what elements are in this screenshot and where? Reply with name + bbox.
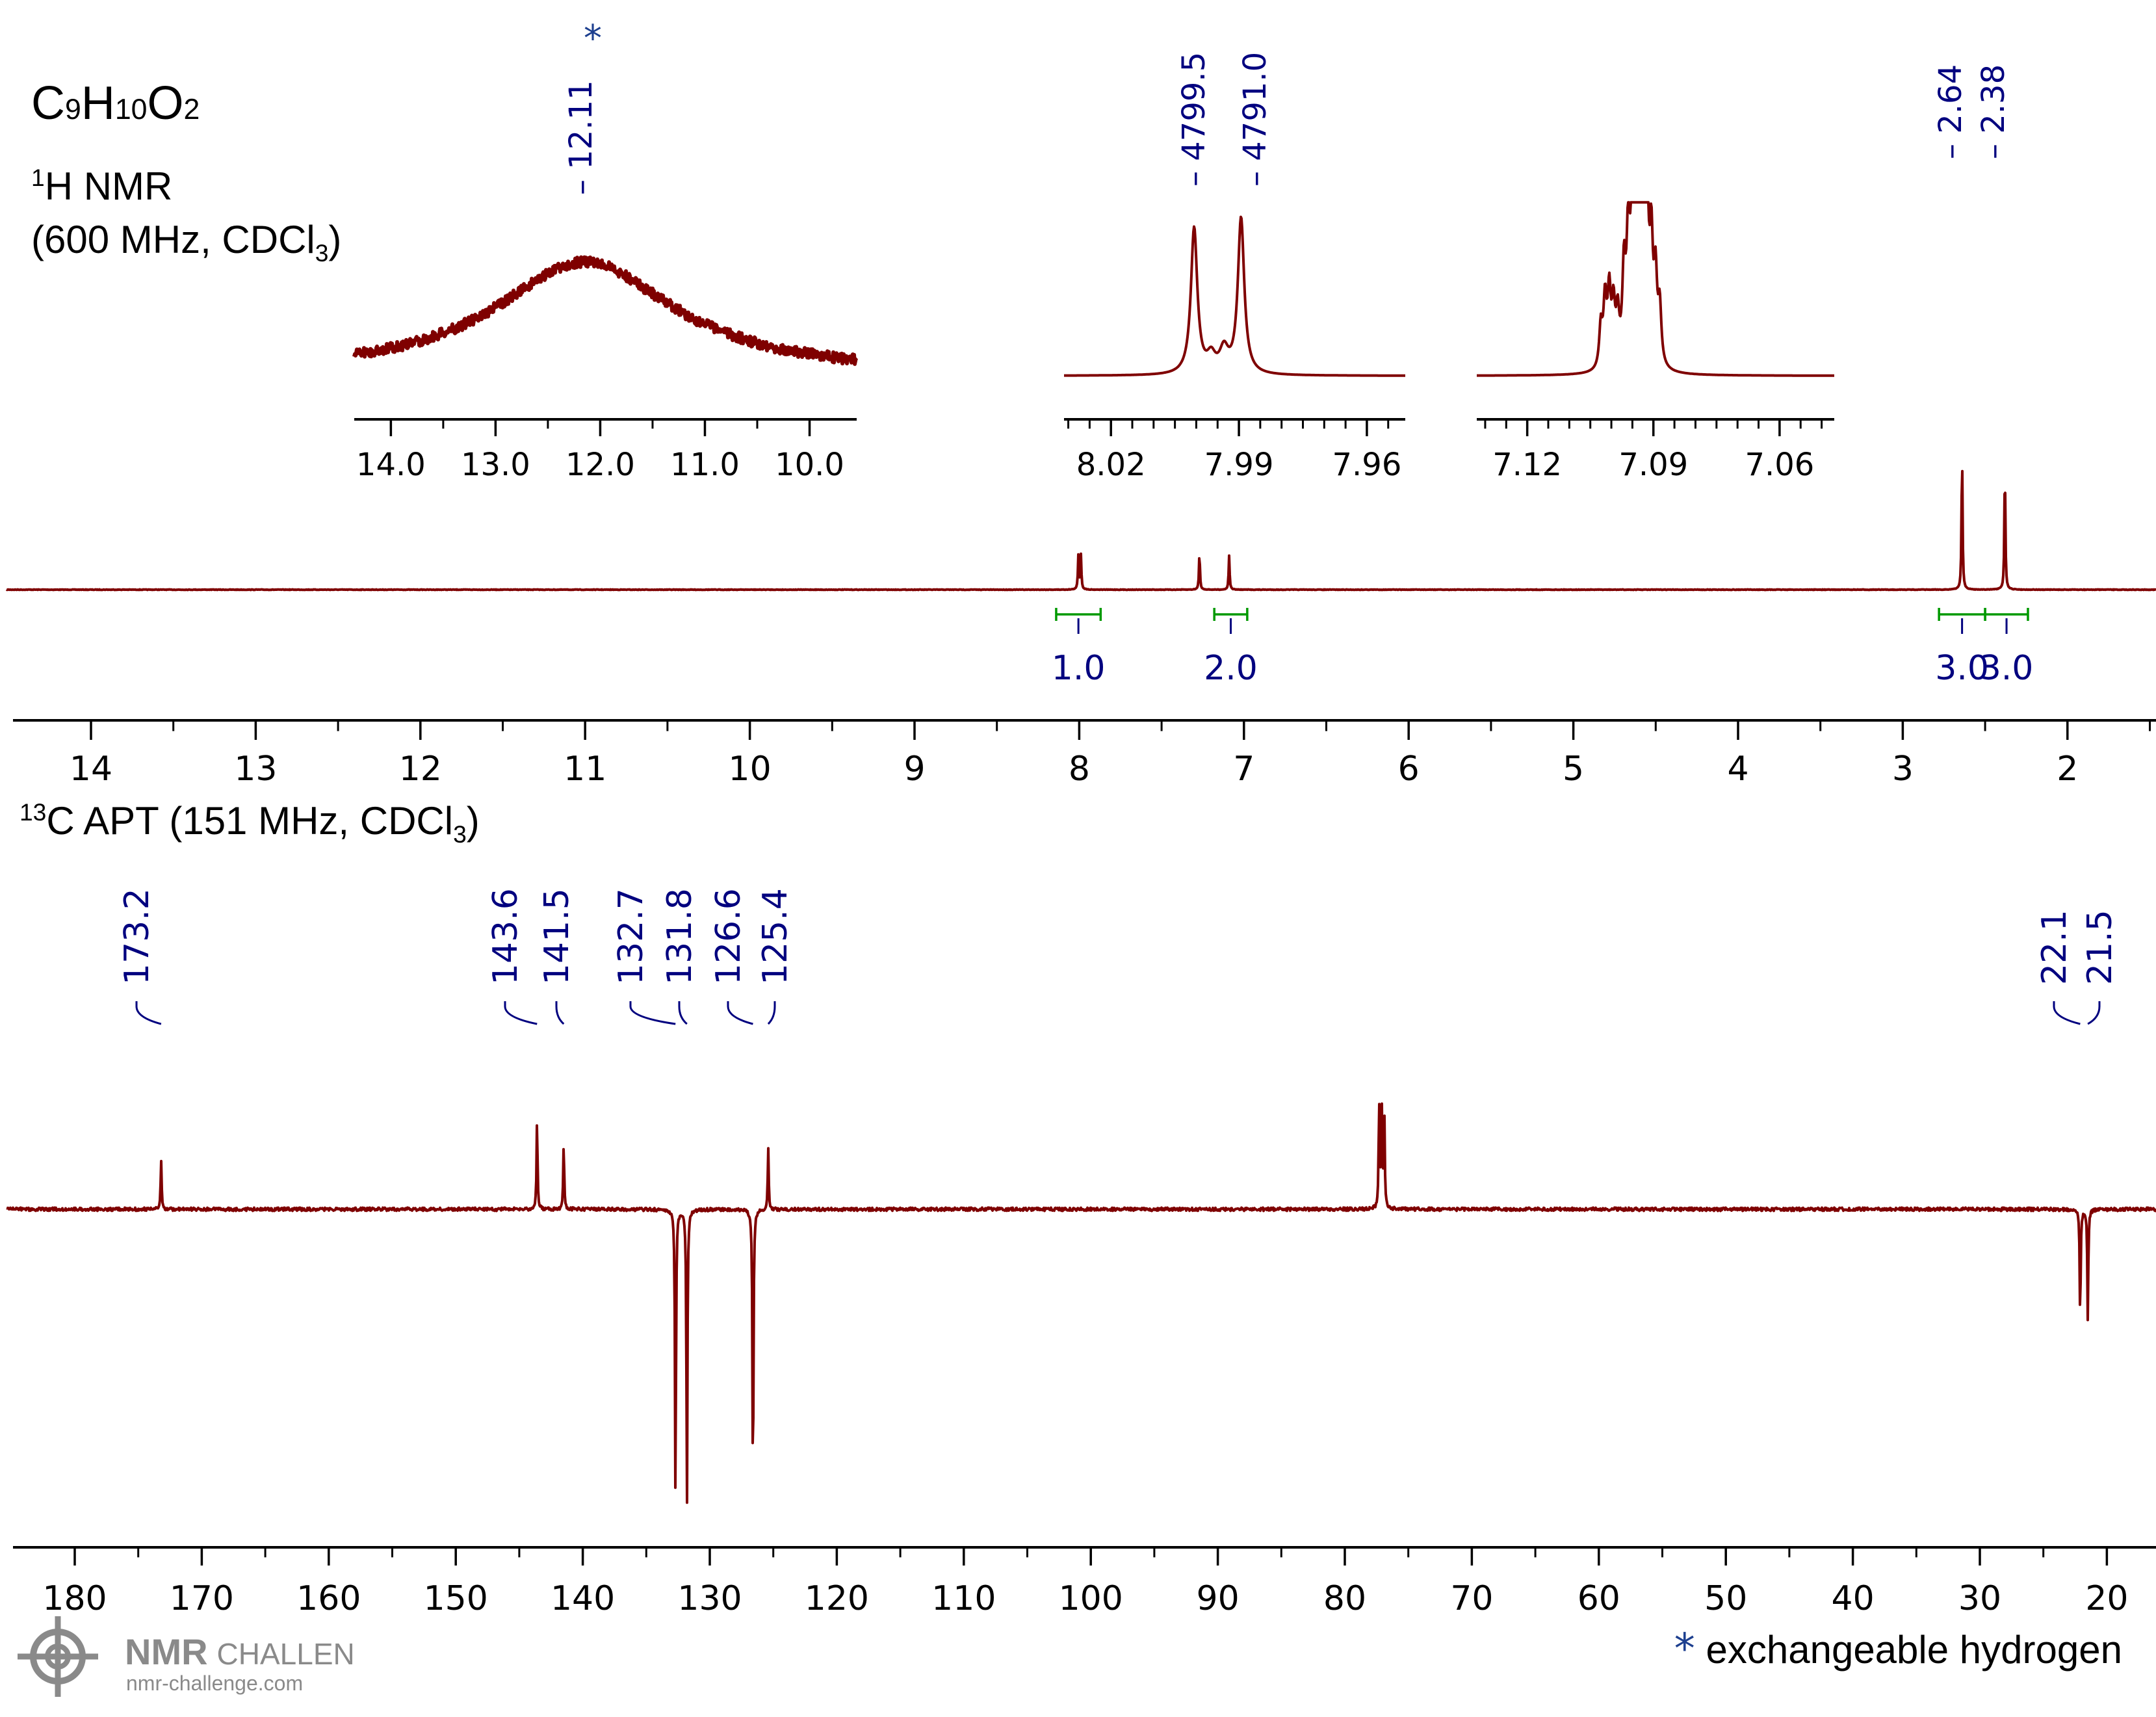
h-nmr-conditions: (600 MHz, CDCl3) xyxy=(31,218,342,267)
c13-label-connector xyxy=(135,1001,162,1025)
c13-label-connector xyxy=(678,1001,688,1025)
c13-peak-label: 141.5 xyxy=(538,888,577,985)
c13-tick-label: 120 xyxy=(805,1579,869,1618)
inset1-tick-label: 12.0 xyxy=(565,447,635,483)
c13-tick-label: 70 xyxy=(1450,1579,1493,1618)
c13-label-connector xyxy=(629,1001,676,1025)
inset1-tick-label: 14.0 xyxy=(356,447,426,483)
c13-label-connector xyxy=(555,1001,565,1025)
h1-peak-label-4791-0: – 4791.0 xyxy=(1237,52,1273,187)
c13-spectrum-line xyxy=(6,1102,2156,1504)
c13-peak-label: 143.6 xyxy=(486,888,525,985)
inset2-tick-label: 7.96 xyxy=(1332,447,1402,483)
c13-tick-label: 100 xyxy=(1059,1579,1123,1618)
h1-spectrum-line xyxy=(5,469,2156,592)
integral-value: 2.0 xyxy=(1204,649,1258,688)
inset3-tick-label: 7.09 xyxy=(1618,447,1688,483)
h1-tick-label: 13 xyxy=(234,750,277,789)
h1-tick-label: 10 xyxy=(729,750,772,789)
c13-tick-label: 30 xyxy=(1958,1579,2001,1618)
h-nmr-title: 1H NMR xyxy=(31,164,173,208)
c13-tick-label: 20 xyxy=(2085,1579,2128,1618)
inset1-spectrum-line xyxy=(352,255,859,366)
inset2-tick-label: 8.02 xyxy=(1076,447,1146,483)
inset1-tick-label: 10.0 xyxy=(775,447,844,483)
h1-tick-label: 8 xyxy=(1069,750,1090,789)
inset1-tick-label: 13.0 xyxy=(461,447,530,483)
c13-label-connector xyxy=(504,1001,538,1025)
h1-tick-label: 4 xyxy=(1727,750,1748,789)
c13-label-connector xyxy=(767,1001,776,1025)
h1-peak-label-2-38: – 2.38 xyxy=(1975,64,2012,159)
h1-tick-label: 12 xyxy=(399,750,442,789)
nmr-challenge-logo: NMRCHALLENGE nmr-challenge.com xyxy=(18,1616,352,1697)
c13-tick-label: 150 xyxy=(424,1579,488,1618)
h1-tick-label: 6 xyxy=(1398,750,1420,789)
inset2-tick-label: 7.99 xyxy=(1204,447,1274,483)
logo-name: NMRCHALLENGE xyxy=(125,1631,352,1672)
c13-peak-label: 132.7 xyxy=(612,888,651,985)
integral-value: 1.0 xyxy=(1052,649,1106,688)
c13-tick-label: 160 xyxy=(296,1579,361,1618)
inset1-tick-label: 11.0 xyxy=(670,447,740,483)
h1-tick-label: 14 xyxy=(70,750,112,789)
logo-url: nmr-challenge.com xyxy=(126,1671,303,1695)
c13-label-connector xyxy=(2087,1001,2101,1025)
c13-label-connector xyxy=(727,1001,753,1025)
c13-tick-label: 90 xyxy=(1197,1579,1240,1618)
c13-peak-label: 131.8 xyxy=(660,888,699,985)
inset2-spectrum-line xyxy=(1063,215,1406,377)
exchangeable-asterisk-icon: * xyxy=(584,18,602,60)
crosshair-icon xyxy=(18,1616,98,1697)
c13-tick-label: 170 xyxy=(170,1579,234,1618)
integral-value: 3.0 xyxy=(1935,649,1989,688)
h1-peak-label-4799-5: – 4799.5 xyxy=(1176,52,1212,187)
inset3-spectrum-line xyxy=(1476,201,1835,377)
c13-peak-label: 21.5 xyxy=(2081,910,2120,985)
h1-peak-label-12-11: – 12.11 xyxy=(563,80,599,195)
c13-peak-label: 126.6 xyxy=(709,888,748,985)
c13-tick-label: 40 xyxy=(1832,1579,1875,1618)
h1-tick-label: 11 xyxy=(564,750,606,789)
c13-tick-label: 50 xyxy=(1704,1579,1747,1618)
c13-tick-label: 140 xyxy=(551,1579,615,1618)
c13-tick-label: 60 xyxy=(1578,1579,1620,1618)
h1-peak-label-2-64: – 2.64 xyxy=(1932,64,1969,159)
footnote-text: exchangeable hydrogen xyxy=(1706,1628,2122,1671)
c13-tick-label: 130 xyxy=(677,1579,742,1618)
molecular-formula: C9H10O2 xyxy=(31,77,200,129)
exchangeable-footnote: * exchangeable hydrogen xyxy=(1674,1625,2122,1673)
c13-tick-label: 110 xyxy=(931,1579,996,1618)
c13-peak-label: 125.4 xyxy=(756,888,795,985)
h1-tick-label: 5 xyxy=(1563,750,1584,789)
c13-tick-label: 180 xyxy=(42,1579,107,1618)
asterisk-icon: * xyxy=(1674,1625,1695,1673)
integral-value: 3.0 xyxy=(1980,649,2034,688)
h1-tick-label: 9 xyxy=(903,750,925,789)
c13-tick-label: 80 xyxy=(1323,1579,1366,1618)
inset3-tick-label: 7.06 xyxy=(1745,447,1814,483)
c-apt-title: 13C APT (151 MHz, CDCl3) xyxy=(19,798,480,848)
inset3-tick-label: 7.12 xyxy=(1492,447,1562,483)
h1-tick-label: 3 xyxy=(1892,750,1914,789)
c13-label-connector xyxy=(2053,1001,2081,1025)
h1-tick-label: 7 xyxy=(1233,750,1254,789)
c13-peak-label: 173.2 xyxy=(118,888,157,985)
c13-peak-label: 22.1 xyxy=(2035,910,2074,985)
h1-tick-label: 2 xyxy=(2057,750,2078,789)
